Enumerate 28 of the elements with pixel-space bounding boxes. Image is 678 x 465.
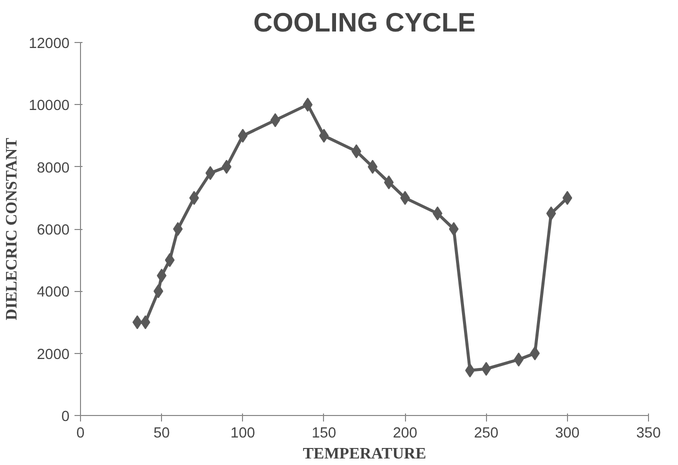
point xyxy=(448,222,459,236)
point xyxy=(132,315,142,330)
point xyxy=(238,128,248,143)
y-tick-label: 6000 xyxy=(36,222,70,238)
x-tick-label: 250 xyxy=(474,426,498,442)
point xyxy=(514,352,524,367)
y-tick-label: 0 xyxy=(61,409,70,425)
point xyxy=(173,222,183,236)
point xyxy=(205,166,216,180)
x-tick-label: 150 xyxy=(312,426,336,442)
y-tick-label: 4000 xyxy=(36,284,70,301)
x-tick-label: 100 xyxy=(230,426,256,442)
y-axis-title: DIELECRIC CONSTANT xyxy=(4,137,21,320)
y-tick-label: 2000 xyxy=(36,346,70,363)
point xyxy=(302,98,313,112)
point xyxy=(481,362,492,376)
x-tick-label: 300 xyxy=(555,426,580,442)
chart-title: COOLING CYCLE xyxy=(253,8,476,38)
point xyxy=(164,253,175,268)
y-tick-label: 10000 xyxy=(28,98,70,114)
point xyxy=(270,113,280,128)
x-axis-title: TEMPERATURE xyxy=(302,446,426,462)
y-tick-label: 8000 xyxy=(36,160,70,176)
x-tick-label: 50 xyxy=(153,426,170,442)
x-tick-label: 0 xyxy=(76,426,85,442)
x-tick-label: 200 xyxy=(392,426,418,442)
y-tick-label: 12000 xyxy=(28,36,70,52)
x-tick-label: 350 xyxy=(636,426,661,442)
